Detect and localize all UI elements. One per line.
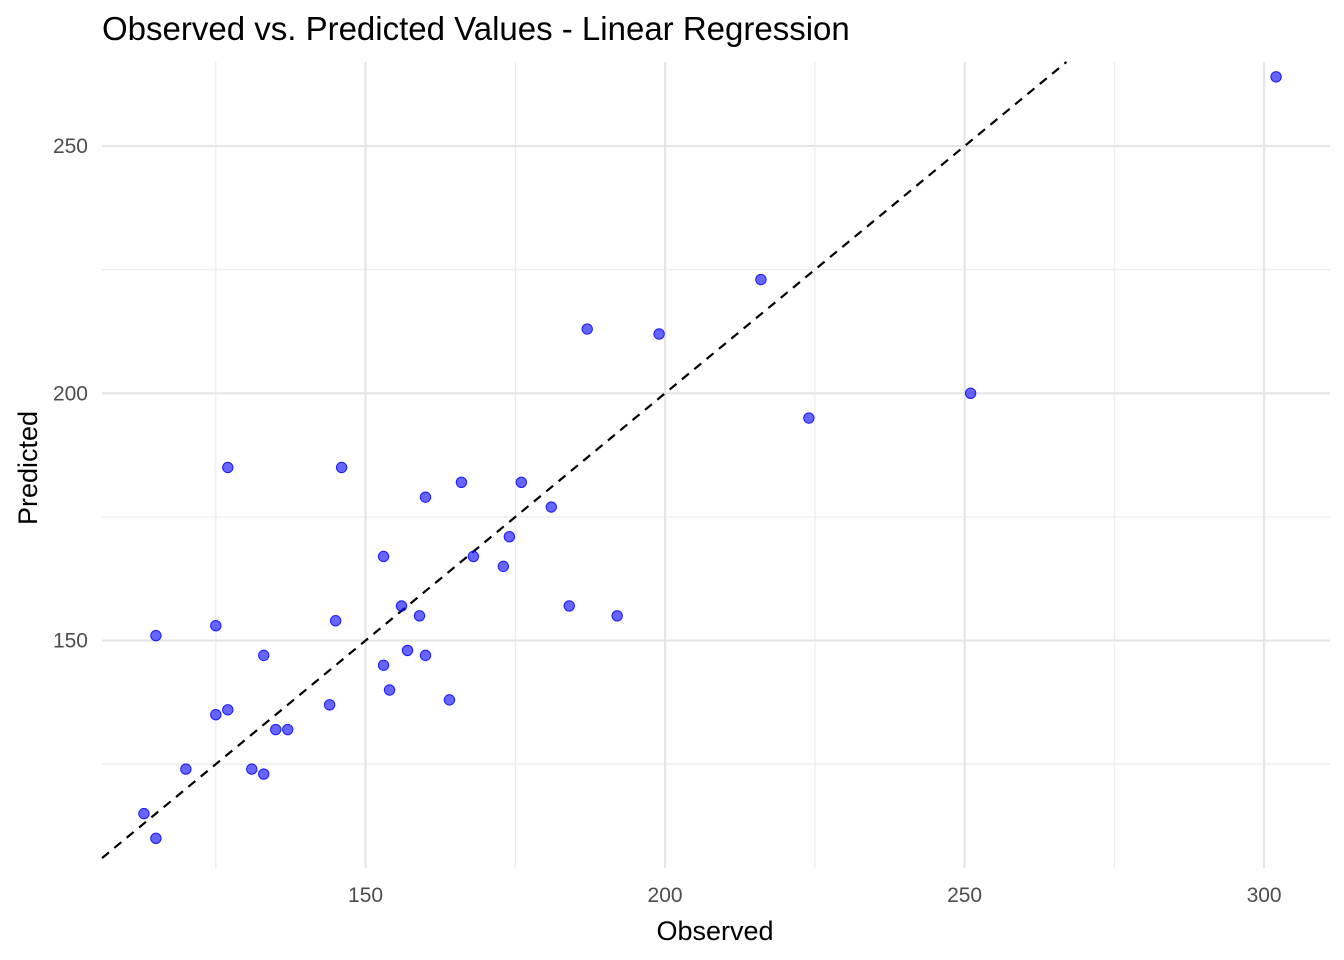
data-point — [581, 323, 593, 335]
data-point — [329, 615, 342, 627]
data-point — [281, 723, 294, 736]
x-tick-label: 300 — [1247, 884, 1282, 907]
data-point — [377, 659, 390, 671]
x-axis-title: Observed — [656, 916, 773, 946]
y-tick-label: 150 — [53, 630, 88, 653]
data-point — [545, 501, 557, 513]
data-point — [503, 530, 516, 543]
data-point — [467, 550, 480, 563]
data-point — [222, 461, 234, 474]
data-point — [323, 699, 336, 711]
data-point — [419, 649, 432, 662]
data-point — [395, 600, 408, 612]
data-point — [246, 763, 258, 775]
data-point — [443, 694, 456, 706]
data-point — [383, 684, 396, 696]
data-point — [653, 328, 665, 340]
data-point — [150, 832, 162, 845]
data-point — [222, 704, 234, 716]
data-point — [611, 610, 623, 622]
data-point — [210, 709, 222, 721]
y-axis-title: Predicted — [13, 411, 43, 525]
x-tick-label: 200 — [648, 884, 683, 907]
data-point — [258, 649, 270, 662]
data-point — [150, 629, 162, 642]
data-point — [419, 491, 432, 503]
data-point — [964, 387, 977, 400]
data-point — [515, 476, 528, 489]
data-point — [210, 620, 222, 632]
data-point — [413, 610, 426, 622]
identity-reference-line — [101, 61, 1068, 859]
data-point — [138, 807, 150, 820]
x-tick-label: 150 — [348, 884, 383, 907]
major-gridlines — [102, 62, 1330, 868]
chart-title: Observed vs. Predicted Values - Linear R… — [102, 10, 850, 47]
x-tick-label: 250 — [947, 884, 982, 907]
y-tick-label: 250 — [53, 135, 88, 158]
data-point — [180, 763, 192, 775]
data-point — [455, 476, 468, 489]
data-point — [755, 273, 767, 286]
data-point — [335, 461, 348, 474]
data-point — [258, 768, 270, 780]
minor-gridlines — [102, 62, 1330, 868]
data-point — [803, 412, 815, 424]
data-point — [377, 550, 390, 563]
y-tick-label: 200 — [53, 382, 88, 405]
data-point — [270, 723, 282, 736]
reference-line-y-equals-x — [101, 61, 1068, 859]
data-point — [497, 560, 510, 573]
data-point — [563, 600, 575, 612]
data-points — [138, 71, 1282, 845]
data-point — [401, 644, 414, 657]
data-point — [1270, 71, 1282, 83]
y-axis-tick-labels: 150 200 250 — [53, 135, 88, 652]
x-axis-tick-labels: 150 200 250 300 — [348, 884, 1282, 907]
